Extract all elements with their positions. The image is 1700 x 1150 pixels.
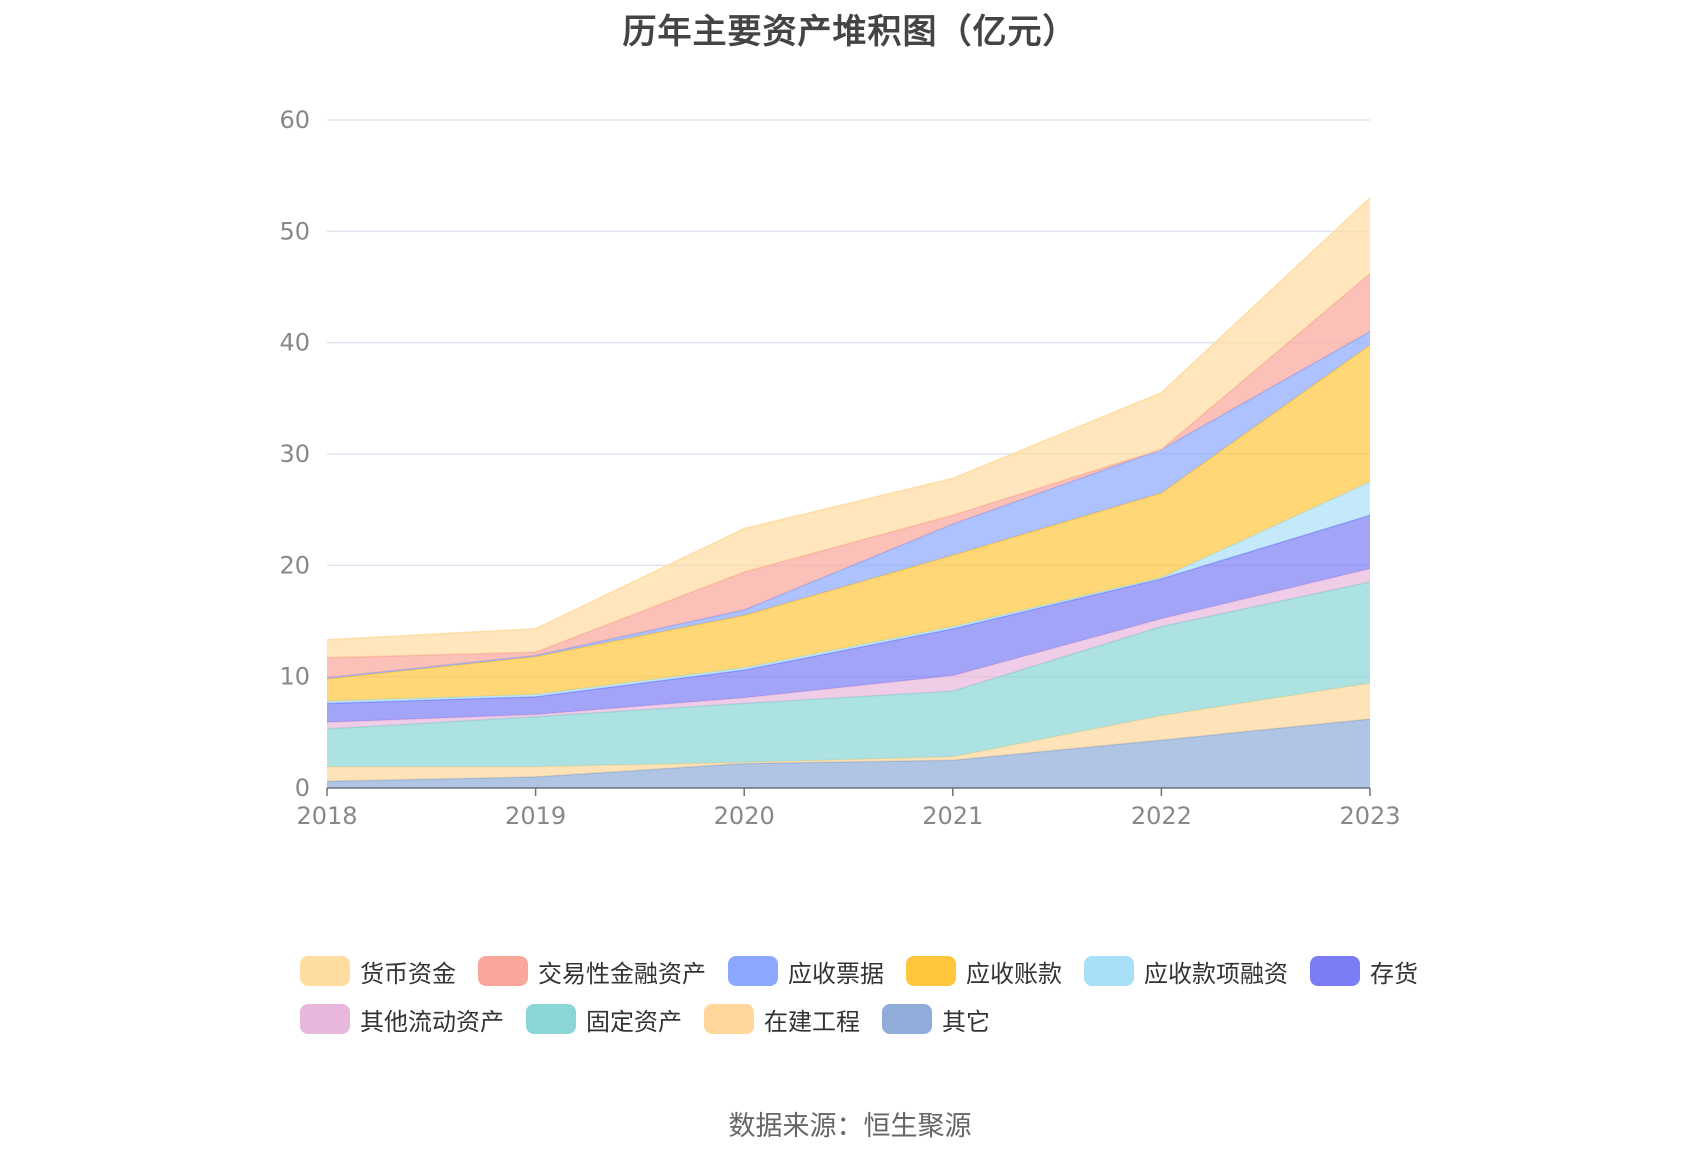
legend-label: 交易性金融资产 <box>538 959 706 988</box>
legend-row: 其他流动资产 固定资产 在建工程 其它 <box>300 1002 1450 1037</box>
axes: 0 10 20 30 40 50 60 2018 2019 2020 2021 2022 2023 <box>279 106 1400 830</box>
y-tick-label: 0 <box>295 774 310 802</box>
legend-item[interactable]: 其它 <box>882 1002 990 1037</box>
legend-label: 其他流动资产 <box>360 1007 504 1036</box>
legend-swatch <box>704 1004 754 1034</box>
legend-swatch <box>300 956 350 986</box>
legend-item[interactable]: 固定资产 <box>526 1002 682 1037</box>
legend-label: 应收票据 <box>788 959 884 988</box>
area-series-10 <box>327 197 1370 658</box>
legend-item[interactable]: 应收款项融资 <box>1084 954 1288 989</box>
y-tick-label: 40 <box>279 329 310 357</box>
legend-item[interactable]: 在建工程 <box>704 1002 860 1037</box>
area-series-2 <box>327 683 1370 782</box>
legend-swatch <box>1084 956 1134 986</box>
y-tick-label: 10 <box>279 663 310 691</box>
area-series-7 <box>327 344 1370 702</box>
legend-item[interactable]: 存货 <box>1310 954 1418 989</box>
y-tick-label: 30 <box>279 440 310 468</box>
chart-title: 历年主要资产堆积图（亿元） <box>622 12 1078 52</box>
legend-label: 应收账款 <box>966 959 1062 988</box>
legend-swatch <box>1310 956 1360 986</box>
legend-item[interactable]: 应收账款 <box>906 954 1062 989</box>
data-source: 数据来源：恒生聚源 <box>728 1111 972 1142</box>
x-tick-label: 2022 <box>1131 802 1192 830</box>
legend-swatch <box>906 956 956 986</box>
area-series-1 <box>327 719 1370 788</box>
area-series <box>326 197 1371 788</box>
legend-swatch <box>728 956 778 986</box>
legend-row: 货币资金 交易性金融资产 应收票据 应收账款 应收款项融资 存货 <box>300 954 1450 989</box>
legend-item[interactable]: 应收票据 <box>728 954 884 989</box>
legend-swatch <box>300 1004 350 1034</box>
y-tick-label: 60 <box>279 106 310 134</box>
y-tick-label: 20 <box>279 551 310 579</box>
legend-item[interactable]: 货币资金 <box>300 954 456 989</box>
legend-item[interactable]: 交易性金融资产 <box>478 954 706 989</box>
x-tick-label: 2023 <box>1339 802 1400 830</box>
legend-label: 固定资产 <box>586 1007 682 1036</box>
x-tick-label: 2018 <box>296 802 357 830</box>
legend-label: 存货 <box>1370 959 1418 988</box>
legend-label: 其它 <box>942 1007 990 1036</box>
legend-swatch <box>526 1004 576 1034</box>
y-tick-label: 50 <box>279 217 310 245</box>
legend-label: 在建工程 <box>764 1007 860 1036</box>
area-series-4 <box>327 568 1370 729</box>
legend-item[interactable]: 其他流动资产 <box>300 1002 504 1037</box>
x-tick-label: 2020 <box>714 802 775 830</box>
x-tick-label: 2019 <box>505 802 566 830</box>
area-series-5 <box>327 515 1370 723</box>
legend-label: 货币资金 <box>360 959 456 988</box>
legend-swatch <box>882 1004 932 1034</box>
x-tick-label: 2021 <box>922 802 983 830</box>
legend-label: 应收款项融资 <box>1144 959 1288 988</box>
stacked-area-chart: 0 10 20 30 40 50 60 2018 2019 2020 2021 2022 2023 <box>279 106 1400 830</box>
legend: 货币资金 交易性金融资产 应收票据 应收账款 应收款项融资 存货其他流动资产 固定资产 在建工… <box>300 955 1450 1051</box>
area-series-3 <box>327 582 1370 767</box>
legend-swatch <box>478 956 528 986</box>
area-series-10-line <box>326 197 1371 641</box>
